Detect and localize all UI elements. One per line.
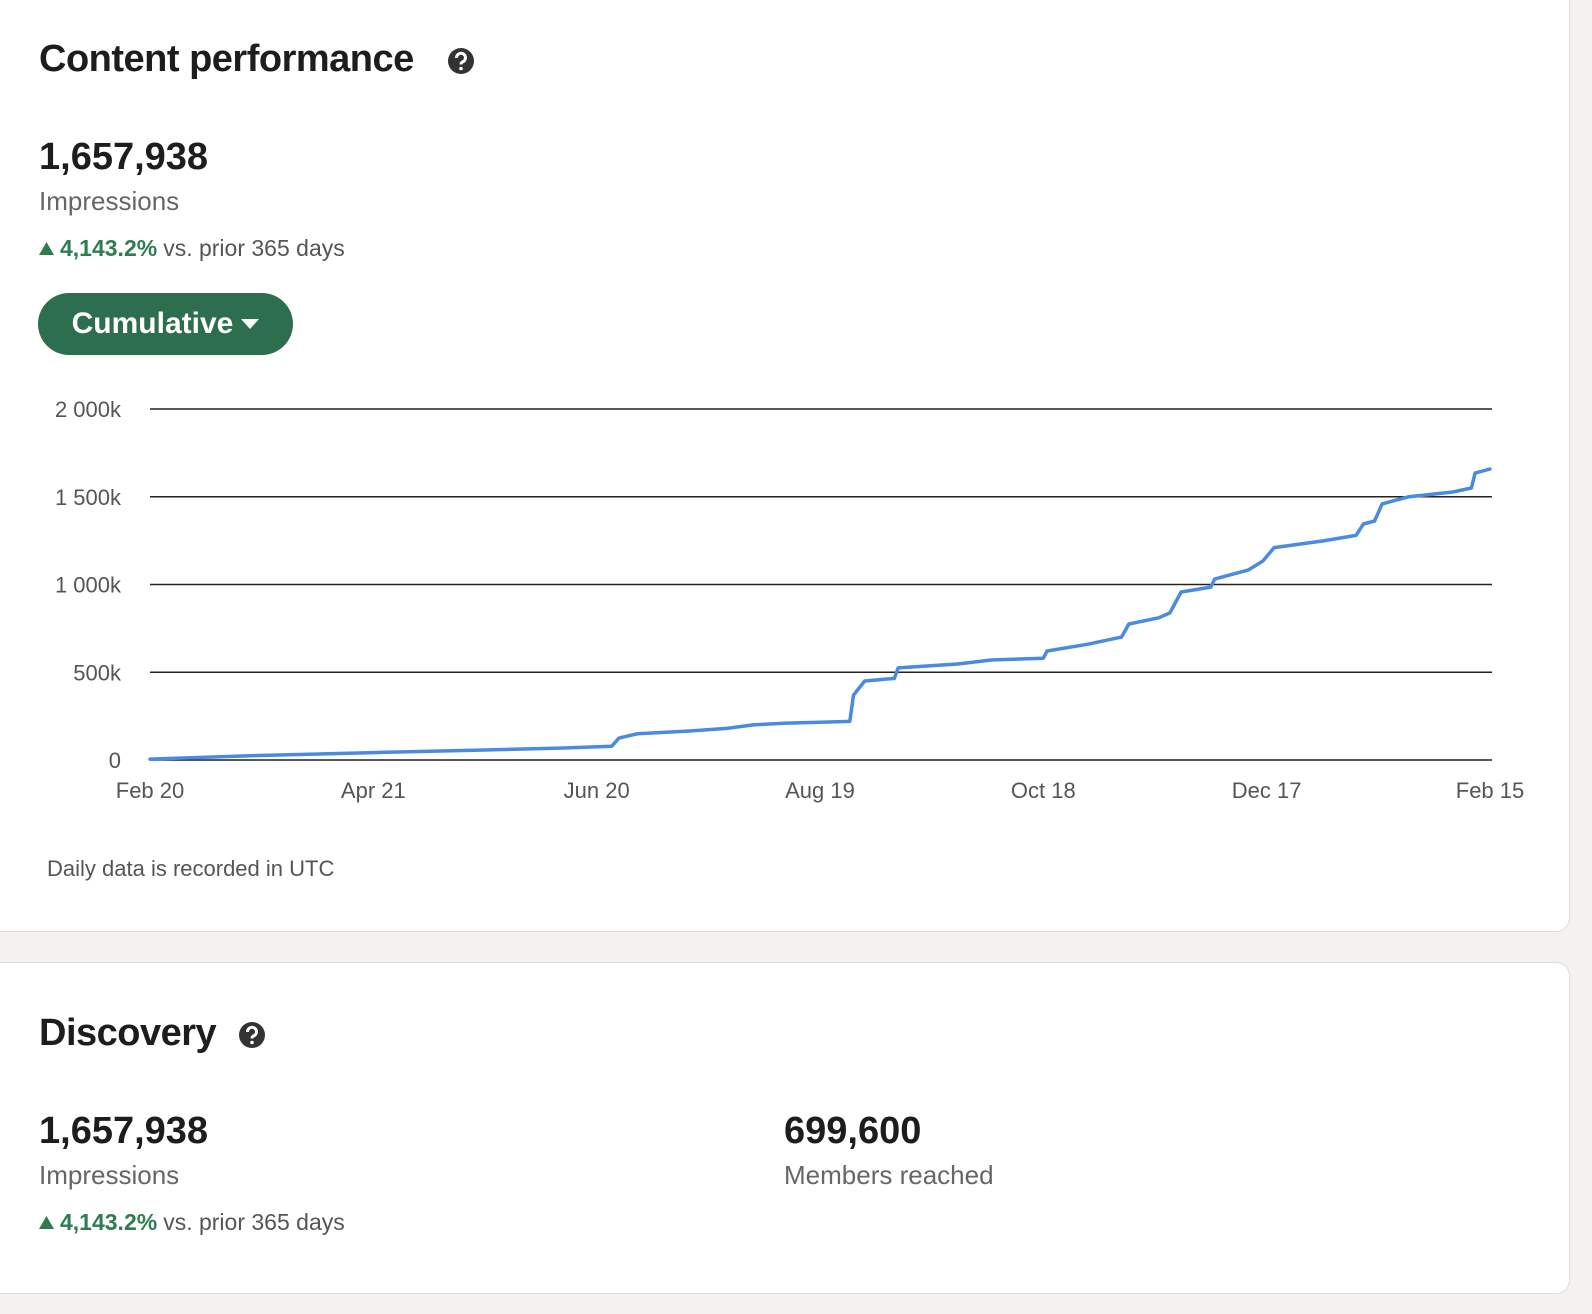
data-line [148,467,1492,761]
total-value: 1,657,938 [39,136,209,178]
change-row: 4,143.2% vs. prior 365 days [39,235,345,262]
y-tick-label: 2 000k [55,397,122,422]
help-icon[interactable] [446,46,476,76]
discovery-card [0,962,1570,1294]
y-tick-label: 500k [73,660,122,685]
section-title: Content performance [39,38,414,80]
change-value: 4,143.2% [60,1209,158,1235]
metric-label: Impressions [39,186,180,216]
up-arrow [39,1216,54,1229]
y-tick-label: 1 000k [55,573,122,598]
change-row: 4,143.2% vs. prior 365 days [39,1209,345,1236]
dropdown-caret [241,319,260,329]
x-tick-label: Oct 18 [1011,778,1076,803]
help-icon[interactable] [237,1020,267,1050]
members-label: Members reached [784,1160,994,1190]
mode-label: Cumulative [71,307,234,340]
footnote: Daily data is recorded in UTC [47,856,335,881]
x-tick-label: Feb 15 [1456,778,1525,803]
chart: 0 500k 1 000k 1 500k 2 000k Feb 20 Apr 21 Jun 2… [55,397,1525,803]
total-value: 1,657,938 [39,1110,209,1152]
x-tick-label: Jun 20 [564,778,630,803]
change-note: vs. prior 365 days [163,1209,345,1235]
x-tick-label: Apr 21 [341,778,406,803]
mode-button[interactable]: Cumulative [38,293,293,355]
x-tick-label: Dec 17 [1232,778,1302,803]
change-value: 4,143.2% [60,235,158,261]
x-tick-label: Feb 20 [116,778,185,803]
up-arrow [39,242,54,255]
change-note: vs. prior 365 days [163,235,345,261]
section-title: Discovery [39,1012,217,1054]
y-tick-label: 1 500k [55,485,122,510]
x-tick-label: Aug 19 [785,778,855,803]
content-card [0,0,1570,932]
y-tick-label: 0 [109,748,121,773]
members-value: 699,600 [784,1110,922,1152]
metric-label: Impressions [39,1160,180,1190]
